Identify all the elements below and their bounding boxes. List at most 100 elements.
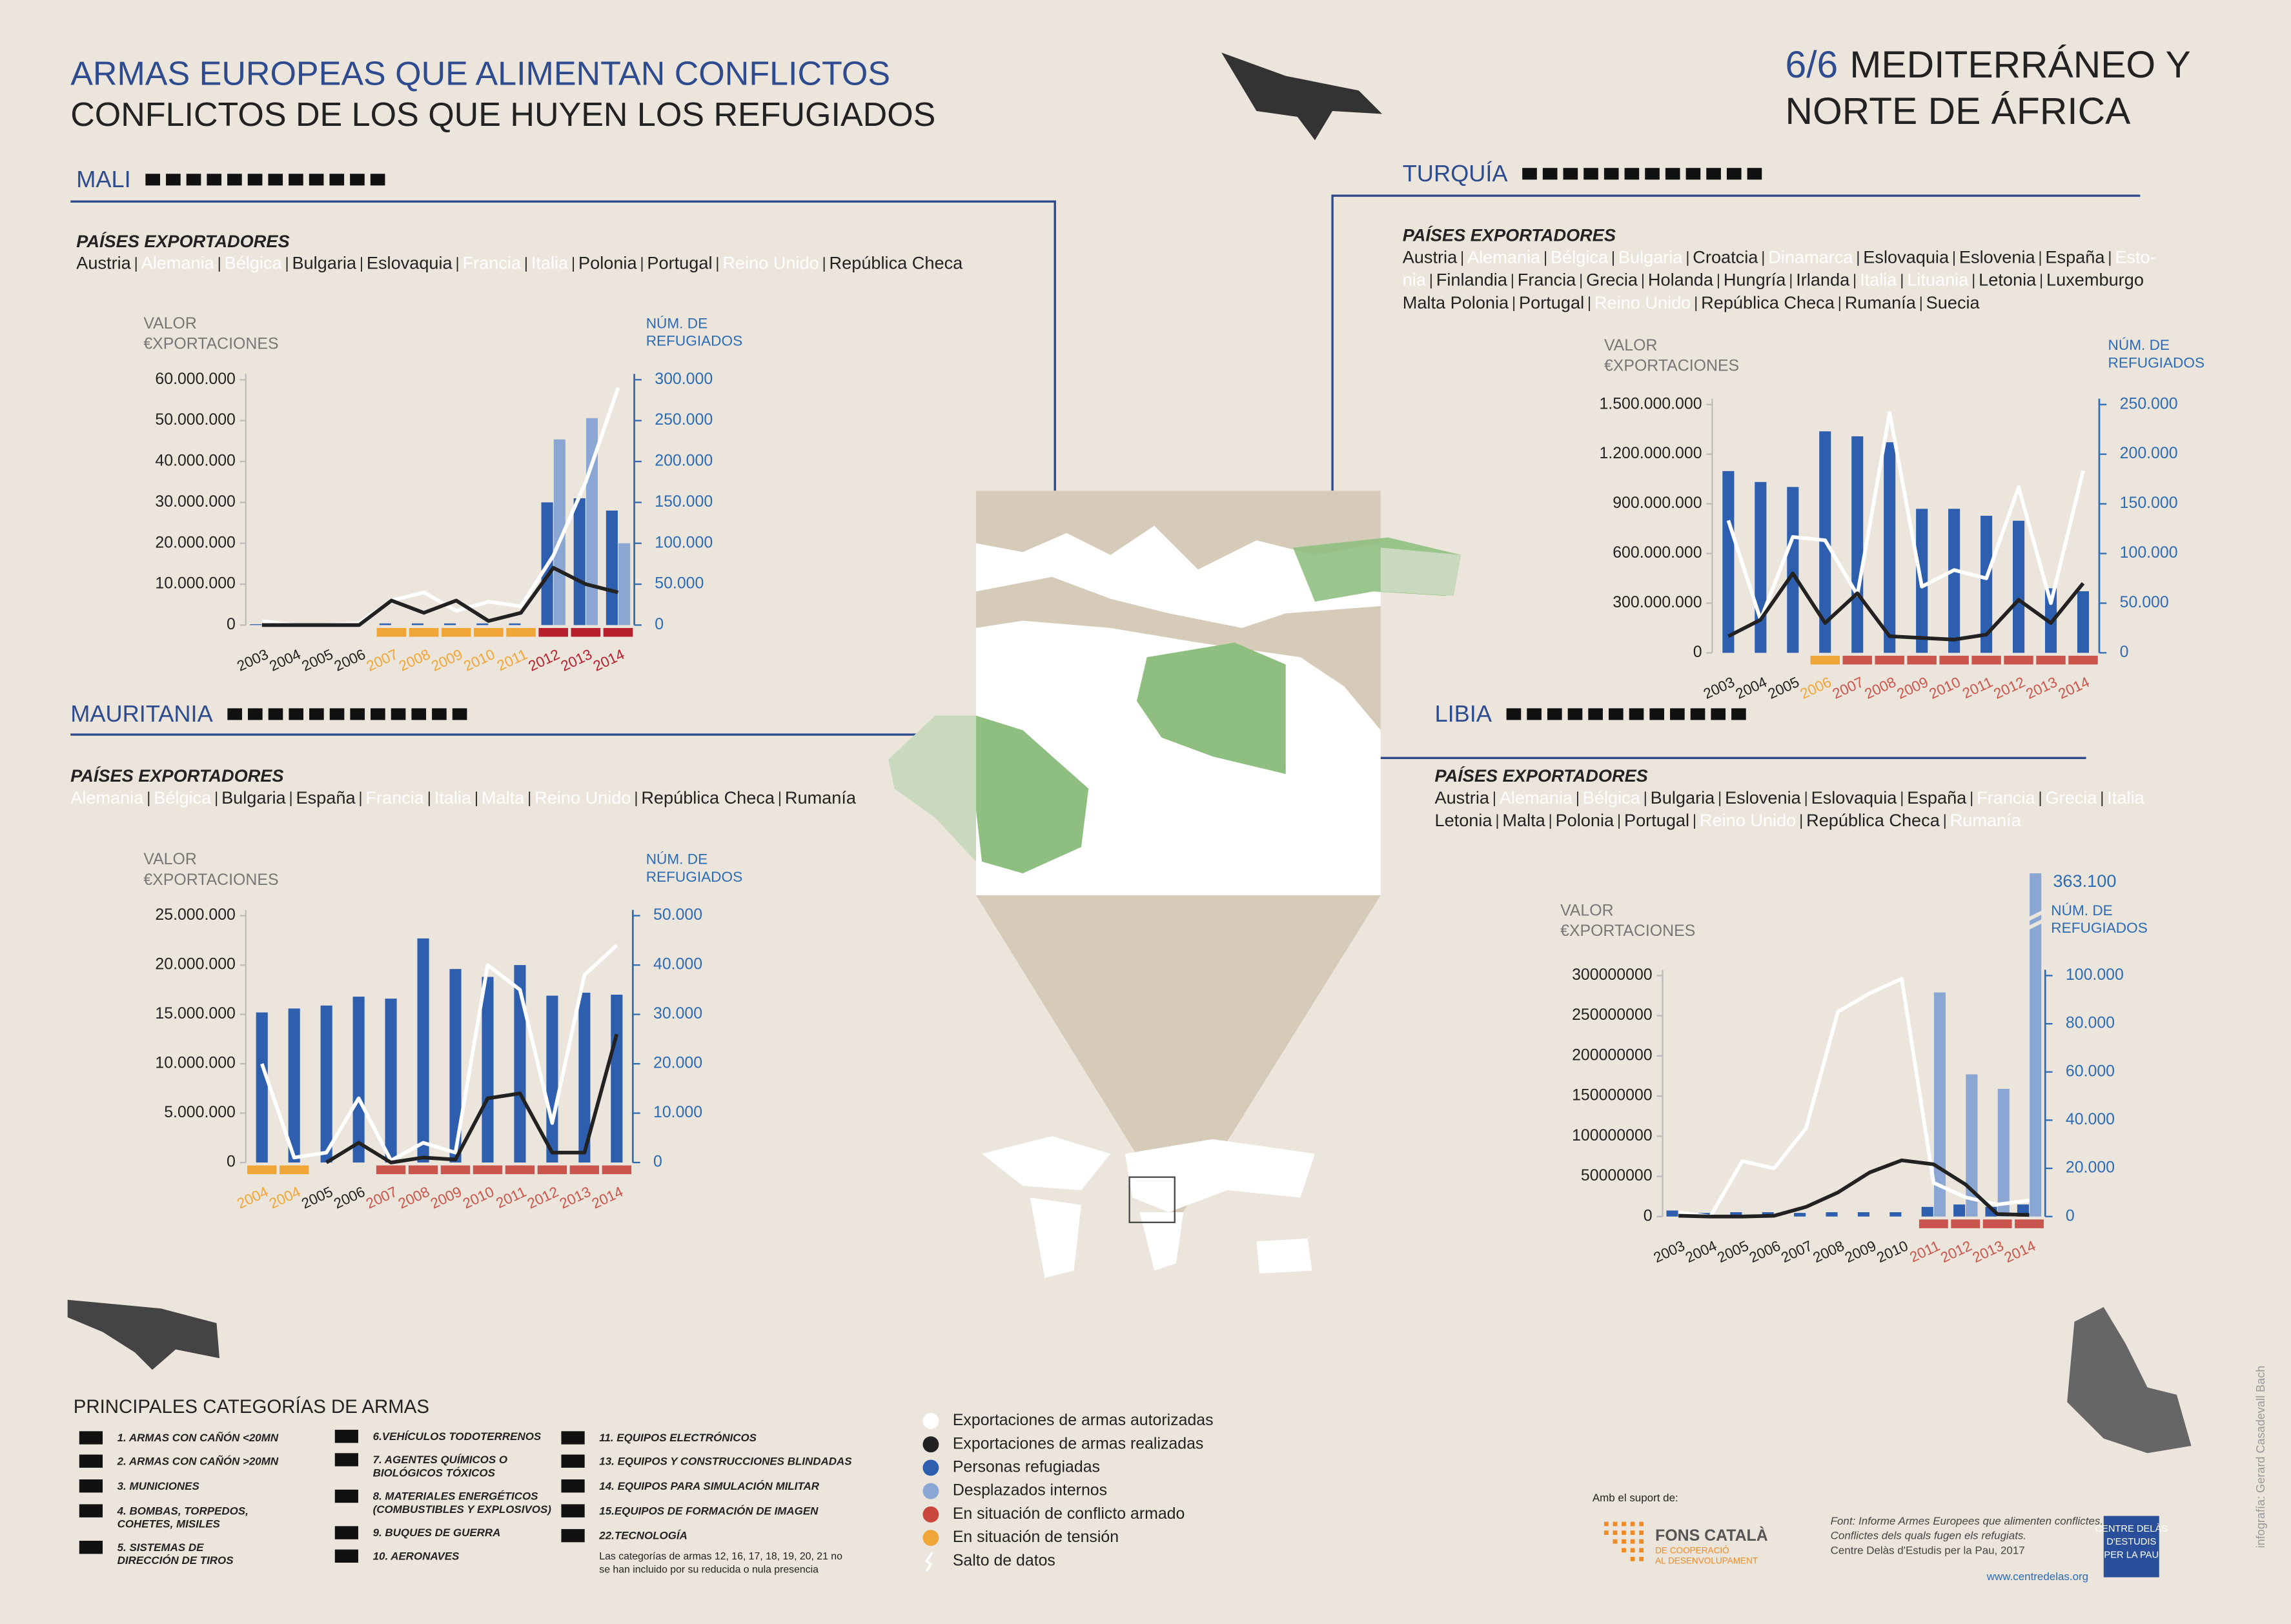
libya xyxy=(1136,642,1286,775)
mauritania xyxy=(888,715,977,862)
exporter: Eslovaquia xyxy=(1863,247,1950,267)
category-label: 10. AERONAVES xyxy=(373,1550,460,1562)
source: Conflictes dels quals fugen els refugiat… xyxy=(1831,1530,2026,1542)
weapon-icon xyxy=(1649,708,1664,720)
continent xyxy=(982,1136,1111,1191)
y2-tick-label: 0 xyxy=(2066,1206,2075,1224)
bar xyxy=(606,511,618,625)
y-tick-label: 30.000.000 xyxy=(155,492,235,511)
exporter: Bélgica xyxy=(225,253,283,273)
logo-dot xyxy=(1639,1530,1644,1535)
bar xyxy=(1953,1204,1966,1217)
bar xyxy=(1722,471,1735,653)
exporter: Austria xyxy=(1403,247,1458,267)
exporter: Eslovaquia xyxy=(1811,787,1898,807)
exporter: Bélgica xyxy=(1583,787,1641,807)
status-strip xyxy=(506,627,536,637)
axis-break xyxy=(2026,909,2046,931)
weapon-icon xyxy=(371,708,385,720)
status-strip xyxy=(1951,1219,1980,1228)
weapon-icon xyxy=(227,174,242,186)
exporter: Reino Unido xyxy=(535,787,631,807)
fons-name: FONS CATALÀ xyxy=(1655,1526,1768,1545)
weapon-icon xyxy=(289,708,303,720)
logo-dot xyxy=(1622,1521,1626,1527)
category-label: 5. SISTEMAS DE xyxy=(117,1541,204,1554)
y2-tick-label: 150.000 xyxy=(655,492,713,511)
bar xyxy=(553,439,565,625)
subtitle: CONFLICTOS DE LOS QUE HUYEN LOS REFUGIAD… xyxy=(70,96,935,134)
value-label: 363.100 xyxy=(2053,871,2116,891)
mali xyxy=(976,715,1089,874)
status-strip xyxy=(571,627,601,637)
y-tick-label: 1.500.000.000 xyxy=(1599,394,1702,412)
logo-dot xyxy=(1604,1521,1609,1527)
bar xyxy=(1787,487,1799,653)
weapon-icon xyxy=(247,174,263,186)
bar xyxy=(1980,516,1993,653)
exporter: Letonia xyxy=(1979,270,2037,290)
exporter: Bélgica xyxy=(1551,247,1609,267)
exporter: Lituania xyxy=(1907,270,1969,290)
exporter: Hungría xyxy=(1724,270,1786,290)
status-strip xyxy=(408,1165,438,1175)
y2-tick-label: 200.000 xyxy=(2120,444,2178,462)
bar xyxy=(1933,992,1946,1217)
exporter: España xyxy=(2045,247,2105,267)
exporter: Alemania xyxy=(70,787,144,807)
exporter: Bulgaria xyxy=(1651,787,1715,807)
exporter: Holanda xyxy=(1648,270,1714,290)
legend-swatch xyxy=(922,1436,939,1453)
y2-tick-label: 10.000 xyxy=(653,1103,702,1121)
north-africa xyxy=(976,576,1381,731)
exporter: Eslovenia xyxy=(1725,787,1802,807)
bar xyxy=(514,965,526,1163)
map-funnel xyxy=(976,895,1381,1221)
bar xyxy=(578,992,591,1163)
weapon-icon xyxy=(1522,168,1537,180)
bar xyxy=(1755,482,1767,653)
weapon-icon xyxy=(561,1479,585,1493)
continent xyxy=(1256,1238,1312,1274)
status-strip xyxy=(1971,655,2001,665)
category-label: 13. EQUIPOS Y CONSTRUCCIONES BLINDADAS xyxy=(599,1455,852,1467)
exporter: Luxemburgo xyxy=(2046,270,2144,290)
weapon-icon xyxy=(1604,168,1619,180)
status-strip xyxy=(2015,1219,2044,1228)
weapon-icon xyxy=(1609,708,1624,720)
y2-tick-label: 300.000 xyxy=(655,370,713,388)
exporter: Esto- xyxy=(2115,247,2155,267)
category-note: se han incluido por su reducida o nula p… xyxy=(599,1564,819,1575)
weapon-icon xyxy=(79,1454,103,1468)
legend-swatch xyxy=(922,1530,939,1546)
y-tick-label: 40.000.000 xyxy=(155,452,235,470)
weapon-icon xyxy=(289,174,303,186)
weapon-icon xyxy=(79,1504,103,1517)
y2-tick-label: 100.000 xyxy=(655,533,713,551)
world-map xyxy=(982,1136,1315,1278)
bar xyxy=(618,543,631,625)
bar xyxy=(1794,1213,1806,1217)
exporter: Bulgaria xyxy=(1618,247,1683,267)
weapon-icon xyxy=(370,174,385,186)
weapon-icon xyxy=(1583,168,1598,180)
exporter: Eslovenia xyxy=(1959,247,2036,267)
exporter: Italia xyxy=(2107,787,2144,807)
status-strip xyxy=(2036,655,2066,665)
bar xyxy=(1966,1074,1978,1217)
status-strip xyxy=(1982,1219,2012,1228)
legend-symbol xyxy=(924,1552,933,1572)
refugees-illustration xyxy=(2067,1307,2192,1454)
country-name: MAURITANIA xyxy=(70,700,213,727)
y2-tick-label: 150.000 xyxy=(2120,494,2178,512)
map xyxy=(888,491,1461,1278)
legend-label: En situación de tensión xyxy=(953,1528,1119,1546)
weapon-icon xyxy=(1747,168,1762,180)
weapon-icon xyxy=(452,708,467,720)
source: Font: Informe Armes Europees que aliment… xyxy=(1831,1515,2103,1527)
y-axis-title: VALOR xyxy=(1560,901,1613,919)
weapon-icon xyxy=(1567,708,1583,720)
category-label: 8. MATERIALES ENERGÉTICOS xyxy=(373,1490,539,1503)
